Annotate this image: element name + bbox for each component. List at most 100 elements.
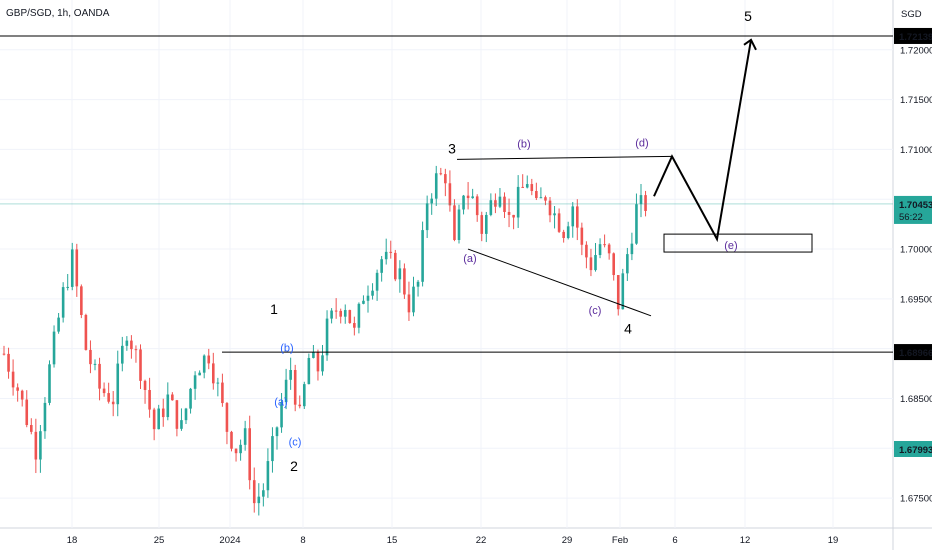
candle-body: [57, 317, 60, 332]
candle-body: [221, 382, 224, 404]
x-tick-label: 18: [67, 535, 78, 546]
candle-body: [230, 431, 233, 449]
x-tick-label: 2024: [219, 535, 240, 546]
candle-body: [116, 363, 120, 405]
price-badge-label: 1.70453: [899, 200, 932, 211]
y-tick-label: 1.71500: [900, 95, 932, 106]
candle-body: [616, 275, 620, 310]
candle-body: [257, 496, 261, 504]
candle-body: [330, 310, 333, 319]
candle-body: [366, 295, 370, 301]
candle-body: [353, 323, 356, 328]
candle-body: [43, 402, 47, 432]
candle-body: [130, 340, 133, 350]
candle-body: [485, 214, 488, 234]
candle-body: [644, 195, 647, 211]
candle-body: [75, 249, 79, 287]
candle-body: [343, 310, 347, 317]
candle-body: [412, 286, 415, 313]
candle-body: [598, 244, 602, 256]
candle-body: [603, 244, 606, 246]
candle-body: [621, 273, 625, 310]
candle-body: [66, 286, 69, 288]
price-badge: [894, 27, 932, 44]
candle-body: [453, 205, 456, 240]
candle-body: [20, 390, 24, 400]
candle-body: [121, 345, 124, 364]
candle-body: [48, 364, 51, 403]
wave-number-label: 4: [624, 321, 632, 337]
triangle-upper: [456, 155, 673, 160]
candle-body: [84, 314, 88, 350]
candle-body: [11, 371, 15, 388]
y-tick-label: 1.72000: [900, 45, 932, 56]
candle-body: [61, 287, 65, 318]
y-tick-label: 1.70000: [900, 245, 932, 256]
candle-body: [589, 257, 593, 271]
candle-body: [407, 294, 411, 313]
candle-body: [448, 183, 452, 206]
x-tick-label: Feb: [612, 535, 628, 546]
candle-body: [180, 420, 183, 429]
annotations: 1 2 3 4 5 (a) (b) (c) (a) (b) (c) (d) (e): [0, 8, 893, 474]
price-badge-label: 1.68966: [899, 348, 932, 359]
wave-letter-label: (a): [274, 396, 287, 408]
candle-body: [252, 480, 256, 504]
candle-body: [626, 254, 629, 274]
wave-letter-label: (c): [289, 436, 302, 448]
candle-body: [125, 340, 129, 346]
candle-body: [494, 200, 497, 207]
candle-body: [303, 384, 306, 407]
candle-body: [284, 379, 288, 403]
x-tick-label: 15: [387, 535, 398, 546]
candle-body: [639, 195, 643, 205]
wave-letter-label: (b): [517, 138, 530, 150]
candle-body: [98, 363, 101, 389]
candle-body: [430, 198, 433, 204]
candle-body: [298, 404, 302, 407]
candle-body: [530, 184, 534, 192]
candle-body: [612, 253, 615, 276]
candle-body: [521, 186, 524, 188]
candle-body: [375, 272, 379, 291]
x-axis: 18 25 2024 8 15 22 29 Feb 6 12 19: [67, 535, 839, 546]
candle-body: [421, 230, 424, 282]
candle-body: [275, 427, 279, 437]
x-tick-label: 8: [300, 535, 305, 546]
candle-body: [2, 353, 6, 355]
candle-body: [161, 408, 165, 418]
candle-body: [89, 349, 92, 365]
y-tick-label: 1.67500: [900, 494, 932, 505]
candle-body: [462, 195, 465, 210]
candle-body: [630, 243, 634, 255]
candle-body: [312, 352, 315, 358]
candle-body: [362, 300, 365, 304]
y-tick-label: 1.68500: [900, 394, 932, 405]
currency-button[interactable]: SGD: [901, 9, 922, 20]
candle-body: [544, 197, 547, 201]
wave-letter-label: (e): [724, 240, 737, 252]
candle-body: [16, 387, 19, 391]
candle-body: [580, 227, 584, 245]
x-tick-label: 6: [672, 535, 677, 546]
candle-body: [266, 461, 270, 491]
candle-body: [325, 318, 329, 356]
candle-body: [535, 191, 538, 199]
candle-body: [280, 402, 283, 428]
candle-body: [557, 213, 561, 232]
wave-letter-label: (b): [280, 343, 293, 355]
candle-body: [289, 369, 292, 380]
candle-body: [171, 394, 174, 401]
candle-body: [553, 213, 556, 216]
candle-body: [512, 214, 515, 218]
candle-body: [139, 349, 142, 381]
candle-body: [471, 196, 474, 199]
candle-body: [39, 431, 42, 460]
price-badge: [894, 344, 932, 361]
y-axis: 1.720001.715001.710001.705001.700001.695…: [900, 45, 932, 504]
candle-body: [416, 281, 420, 287]
candle-body: [111, 401, 115, 405]
candle-body: [148, 389, 151, 410]
